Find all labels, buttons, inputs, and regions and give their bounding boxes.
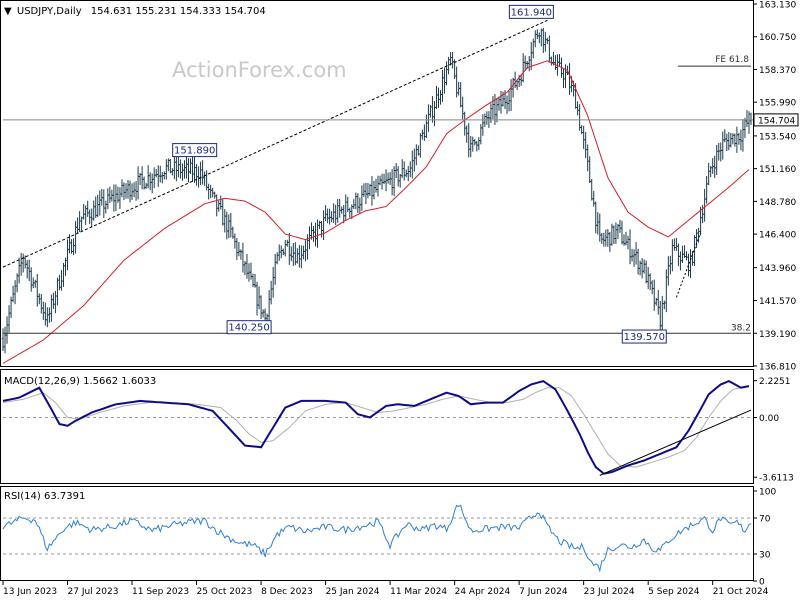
price-annotation: 140.250: [226, 320, 272, 335]
date-axis-tick: 25 Oct 2023: [197, 587, 253, 597]
macd-main-line: [2, 379, 750, 475]
price-axis-tick: 148.780: [759, 198, 796, 208]
dotted-rebound-line: [675, 232, 702, 298]
macd-axis-tick: 0.00: [759, 414, 779, 424]
price-panel-header: ▼ USDJPY,Daily 154.631 155.231 154.333 1…: [4, 6, 266, 17]
date-axis-tick: 5 Sep 2024: [648, 587, 700, 597]
price-annotation: 139.570: [621, 329, 667, 344]
macd-trendline: [599, 409, 752, 476]
rsi-panel-frame: [0, 486, 754, 581]
price-panel-frame: [0, 0, 754, 367]
macd-axis-tick: -3.6113: [759, 474, 794, 484]
date-axis-tick: 8 Dec 2023: [261, 587, 313, 597]
rsi-axis-tick: 0: [759, 578, 765, 588]
price-axis-tick: 143.960: [759, 264, 796, 274]
rsi-axis-tick: 30: [759, 551, 771, 561]
price-bar: [747, 111, 751, 134]
date-axis-tick: 27 Jul 2023: [68, 587, 119, 597]
date-axis-tick: 23 Jul 2024: [584, 587, 635, 597]
date-axis-tick: 13 Jun 2023: [3, 587, 57, 597]
price-annotation: 151.890: [172, 143, 218, 158]
macd-layer: [2, 379, 752, 476]
fib-382-label: 38.2: [731, 323, 751, 333]
date-axis-tick: 11 Mar 2024: [390, 587, 447, 597]
fe-618-label: FE 61.8: [715, 55, 749, 65]
date-axis-tick: 25 Jan 2024: [326, 587, 380, 597]
watermark: ActionForex.com: [172, 58, 347, 82]
moving-average-line: [2, 60, 750, 364]
price-axis-tick: 155.990: [759, 99, 796, 109]
price-layer: 38.2 FE 61.8 161.940 151.890 140.250 139.570: [1, 4, 753, 364]
rsi-axis-tick: 100: [759, 488, 776, 498]
price-axis-tick: 158.370: [759, 66, 796, 76]
price-axis-tick: 151.160: [759, 165, 796, 175]
price-axis-tick: 136.810: [759, 363, 796, 373]
rsi-layer: [2, 504, 752, 573]
date-axis-tick: 11 Sep 2023: [132, 587, 189, 597]
symbol-timeframe: USDJPY,Daily: [17, 6, 82, 17]
macd-panel-title: MACD(12,26,9) 1.5662 1.6033: [4, 376, 156, 387]
svg-text:140.250: 140.250: [228, 323, 269, 334]
rsi-line: [2, 504, 752, 573]
price-axis-tick: 163.130: [759, 1, 796, 11]
ohlc-values: 154.631 155.231 154.333 154.704: [91, 6, 266, 17]
date-axis-tick: 21 Oct 2024: [713, 587, 769, 597]
rsi-panel-title: RSI(14) 63.7391: [4, 491, 85, 502]
price-axis-tick: 139.190: [759, 330, 796, 340]
price-axis-tick: 146.400: [759, 231, 796, 241]
date-axis-tick: 7 Jun 2024: [519, 587, 568, 597]
price-axis-tick: 153.540: [759, 132, 796, 142]
price-axis-tick: 141.570: [759, 297, 796, 307]
rsi-axis-tick: 70: [759, 515, 771, 525]
date-axis-tick: 24 Apr 2024: [455, 587, 511, 597]
svg-text:139.570: 139.570: [624, 332, 665, 343]
header-arrow: ▼: [4, 6, 12, 17]
macd-axis-tick: 2.2251: [759, 377, 791, 387]
svg-text:154.704: 154.704: [758, 116, 795, 126]
svg-text:161.940: 161.940: [511, 7, 552, 18]
price-axis-tick: 160.750: [759, 33, 796, 43]
svg-text:151.890: 151.890: [174, 146, 215, 157]
price-annotation: 161.940: [508, 4, 554, 19]
current-price-tag: 154.704: [753, 113, 799, 127]
